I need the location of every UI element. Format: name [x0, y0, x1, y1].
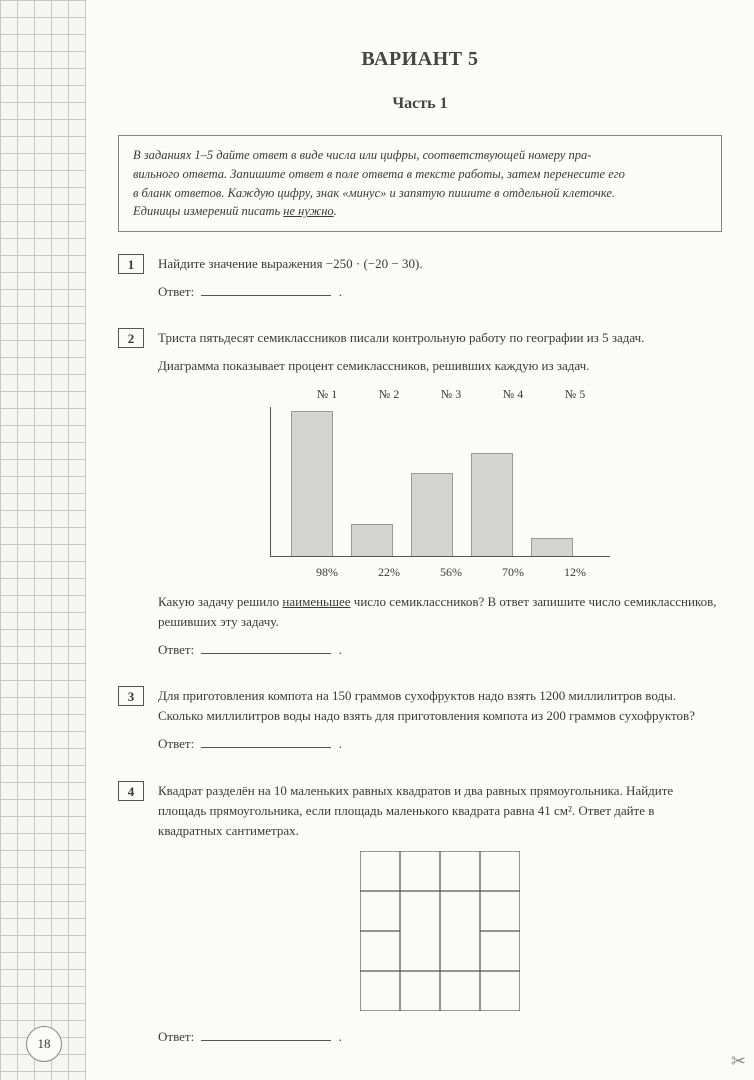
answer-period: . [339, 1029, 342, 1044]
question-underline: наименьшее [282, 594, 350, 609]
scissors-icon: ✂ [731, 1051, 746, 1072]
instruction-line: в бланк ответов. Каждую цифру, знак «мин… [133, 186, 615, 200]
answer-period: . [339, 284, 342, 299]
task-body: Триста пятьдесят семиклассников писали к… [158, 328, 722, 668]
task-3: 3 Для приготовления компота на 150 грамм… [118, 686, 722, 762]
chart-top-label: № 2 [364, 385, 414, 404]
task-text: Квадрат разделён на 10 маленьких равных … [158, 781, 722, 841]
task-number: 1 [118, 254, 144, 274]
variant-title: ВАРИАНТ 5 [118, 48, 722, 71]
chart-bar [291, 411, 333, 556]
answer-label: Ответ: [158, 736, 194, 751]
chart-area [270, 407, 610, 557]
grid-paper-margin [0, 0, 85, 1080]
square-svg [360, 851, 520, 1011]
instruction-line: вильного ответа. Запишите ответ в поле о… [133, 167, 625, 181]
chart-bottom-label: 98% [302, 563, 352, 582]
task-number: 2 [118, 328, 144, 348]
answer-blank[interactable] [201, 642, 331, 654]
task-4: 4 Квадрат разделён на 10 маленьких равны… [118, 781, 722, 1056]
chart-top-label: № 5 [550, 385, 600, 404]
page-content: ВАРИАНТ 5 Часть 1 В заданиях 1–5 дайте о… [85, 0, 754, 1080]
answer-line: Ответ: . [158, 640, 722, 660]
task-2: 2 Триста пятьдесят семиклассников писали… [118, 328, 722, 668]
instruction-line: Единицы измерений писать [133, 204, 283, 218]
chart-bottom-labels: 98% 22% 56% 70% 12% [270, 557, 610, 582]
chart-top-label: № 4 [488, 385, 538, 404]
answer-label: Ответ: [158, 1029, 194, 1044]
instruction-box: В заданиях 1–5 дайте ответ в виде числа … [118, 135, 722, 232]
task-1: 1 Найдите значение выражения −250 · (−20… [118, 254, 722, 310]
answer-label: Ответ: [158, 284, 194, 299]
answer-line: Ответ: . [158, 1027, 722, 1047]
question-text: Какую задачу решило [158, 594, 282, 609]
chart-bar [471, 453, 513, 557]
chart-bottom-label: 56% [426, 563, 476, 582]
answer-label: Ответ: [158, 642, 194, 657]
task-body: Квадрат разделён на 10 маленьких равных … [158, 781, 722, 1056]
answer-line: Ответ: . [158, 282, 722, 302]
task-number: 4 [118, 781, 144, 801]
task-body: Найдите значение выражения −250 · (−20 −… [158, 254, 722, 310]
task-body: Для приготовления компота на 150 граммов… [158, 686, 722, 762]
chart-bar [351, 524, 393, 557]
answer-line: Ответ: . [158, 734, 722, 754]
chart-bottom-label: 22% [364, 563, 414, 582]
chart-top-labels: № 1 № 2 № 3 № 4 № 5 [270, 385, 610, 408]
answer-period: . [339, 642, 342, 657]
task-text: Диаграмма показывает процент семиклассни… [158, 356, 722, 376]
task-text: Для приготовления компота на 150 граммов… [158, 686, 722, 726]
chart-bottom-label: 70% [488, 563, 538, 582]
bar-chart: № 1 № 2 № 3 № 4 № 5 98% 22% 56% 70% 12% [270, 385, 610, 582]
chart-bottom-label: 12% [550, 563, 600, 582]
task-question: Какую задачу решило наименьшее число сем… [158, 592, 722, 632]
instruction-line: В заданиях 1–5 дайте ответ в виде числа … [133, 148, 591, 162]
part-title: Часть 1 [118, 95, 722, 113]
task-text: Найдите значение выражения −250 · (−20 −… [158, 254, 722, 274]
task-number: 3 [118, 686, 144, 706]
instruction-underline: не нужно [283, 204, 333, 218]
page-number: 18 [26, 1026, 62, 1062]
task-text: Триста пятьдесят семиклассников писали к… [158, 328, 722, 348]
answer-blank[interactable] [201, 284, 331, 296]
chart-bar [531, 538, 573, 556]
answer-blank[interactable] [201, 736, 331, 748]
chart-top-label: № 3 [426, 385, 476, 404]
square-diagram [360, 851, 520, 1017]
answer-blank[interactable] [201, 1029, 331, 1041]
chart-bar [411, 473, 453, 556]
chart-top-label: № 1 [302, 385, 352, 404]
answer-period: . [339, 736, 342, 751]
instruction-line: . [334, 204, 337, 218]
